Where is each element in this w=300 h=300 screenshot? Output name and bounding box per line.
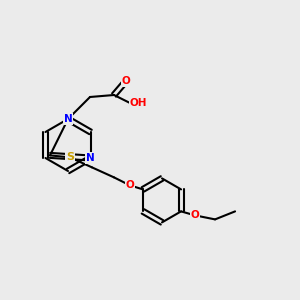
Text: N: N: [64, 114, 72, 124]
Text: OH: OH: [130, 98, 148, 108]
Text: N: N: [86, 153, 95, 163]
Text: O: O: [122, 76, 130, 86]
Text: O: O: [126, 180, 134, 190]
Text: O: O: [191, 210, 200, 220]
Text: S: S: [66, 152, 74, 162]
